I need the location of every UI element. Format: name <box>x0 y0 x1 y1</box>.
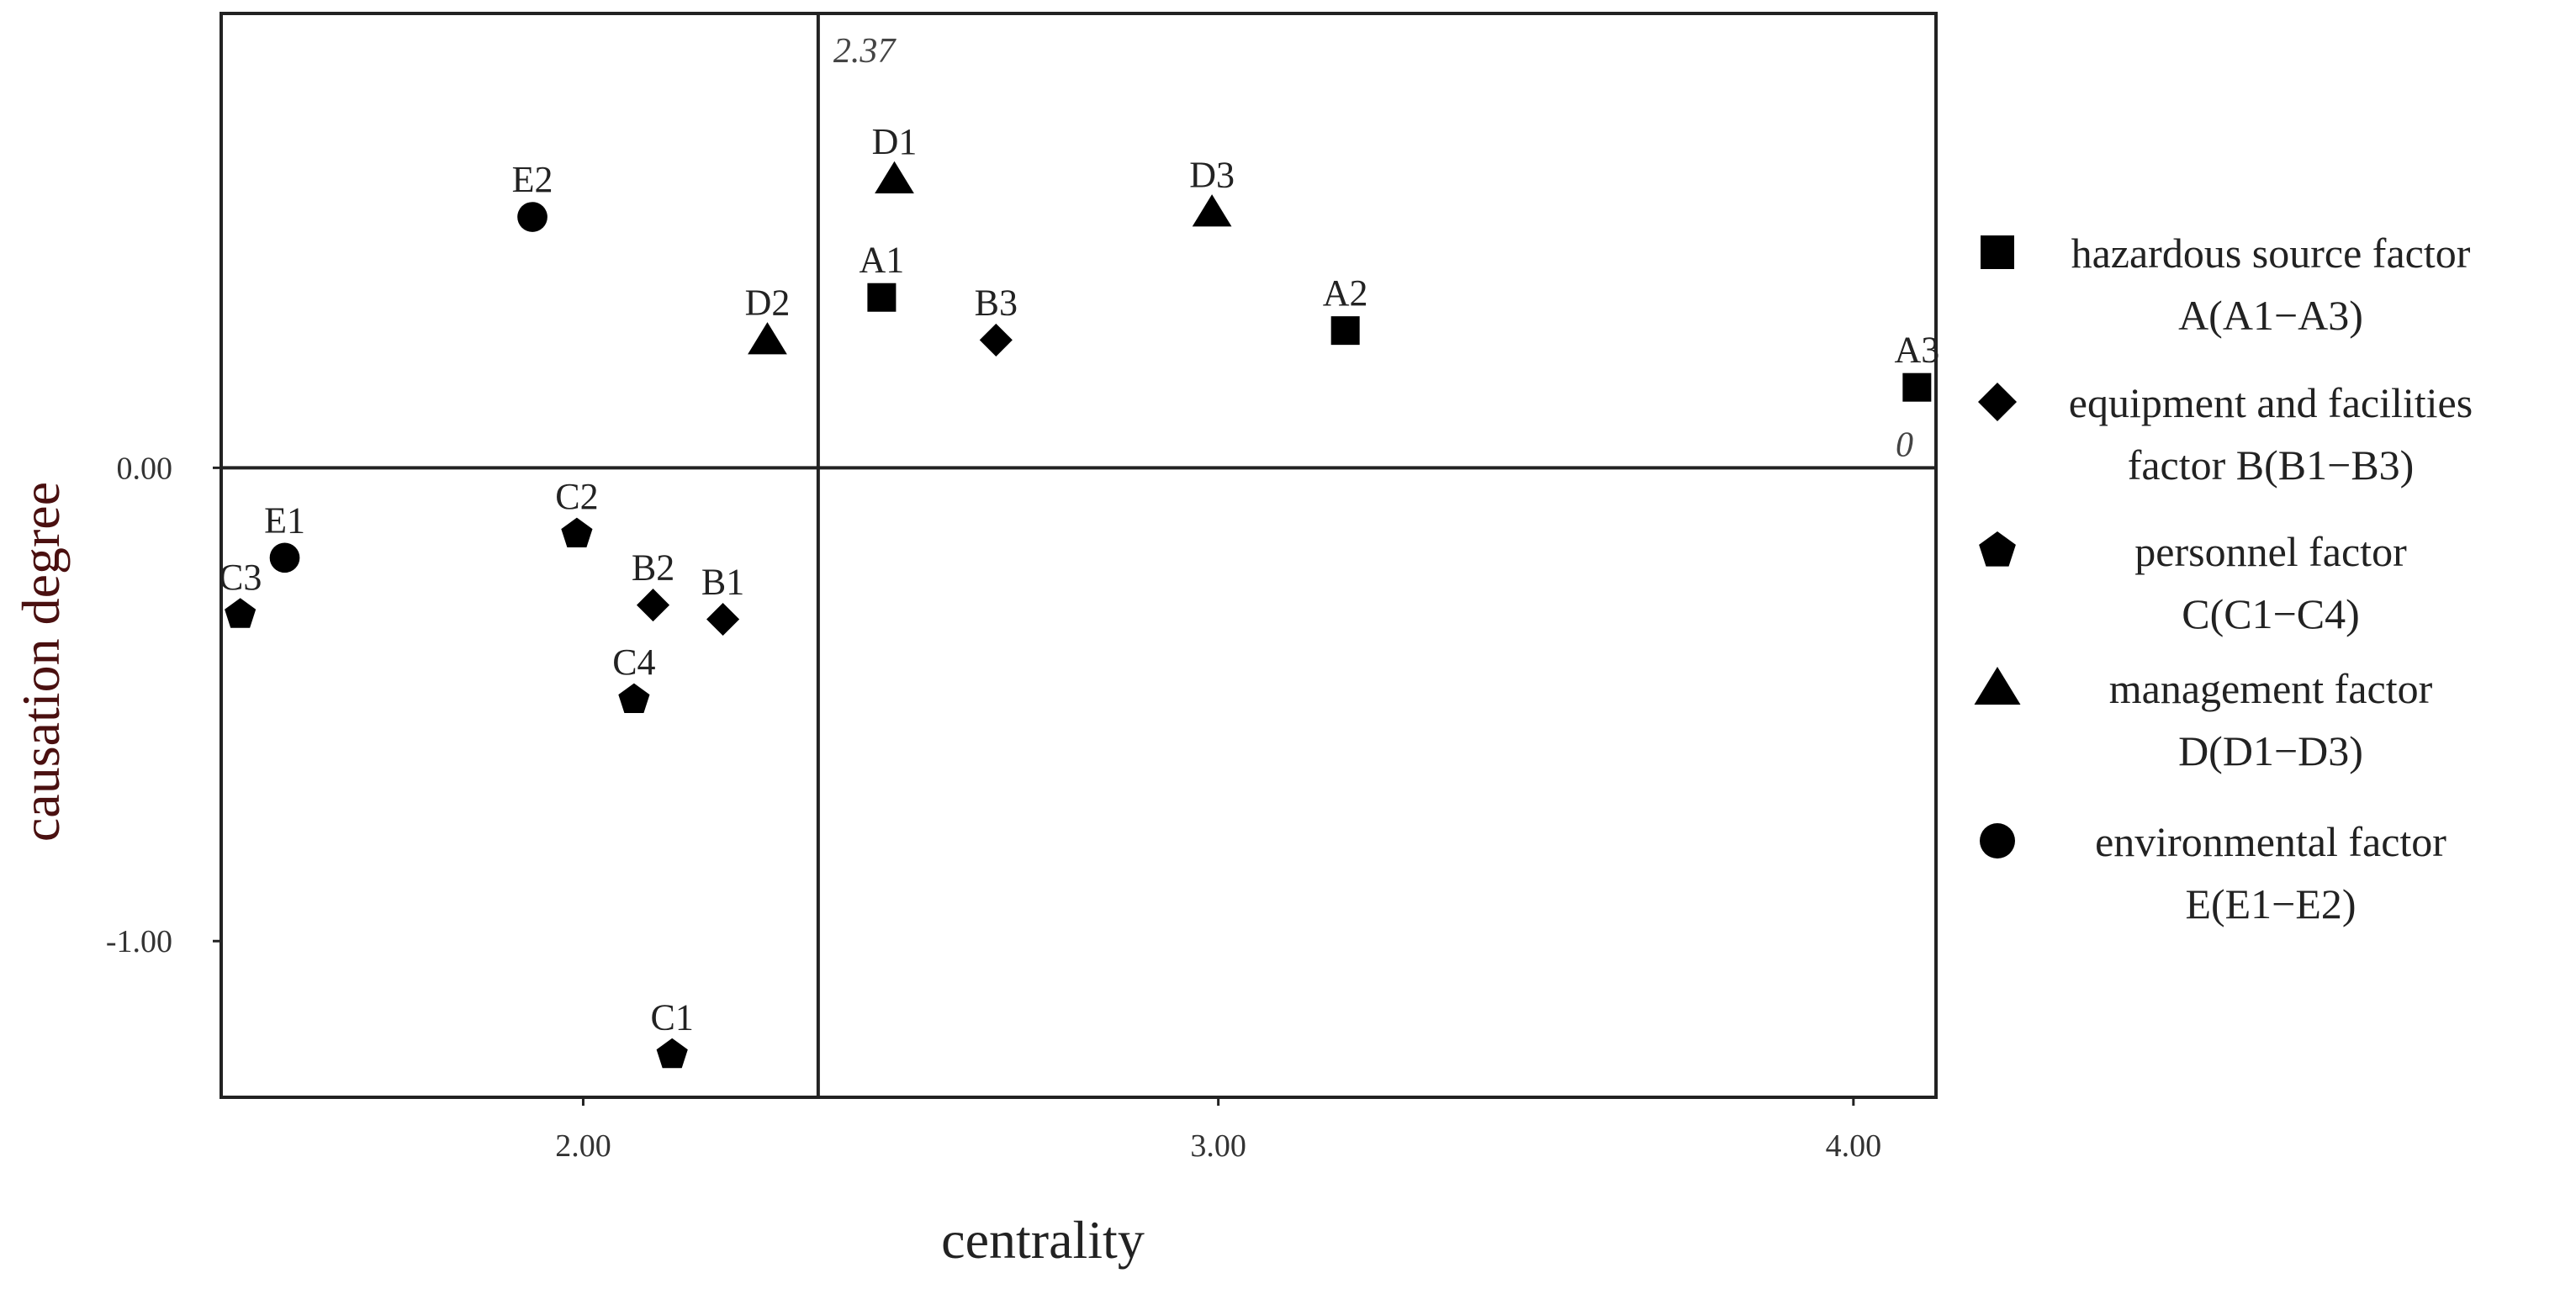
legend-marker-square <box>1981 235 2014 269</box>
data-label-b2: B2 <box>632 547 674 589</box>
reference-label-x: 2.37 <box>833 32 897 71</box>
data-label-c4: C4 <box>612 642 655 683</box>
data-label-c1: C1 <box>651 996 694 1038</box>
data-label-a3: A3 <box>1894 330 1939 371</box>
data-label-b1: B1 <box>701 561 744 602</box>
x-tick-label: 3.00 <box>1190 1128 1246 1164</box>
legend-label: personnel factor <box>2134 528 2407 575</box>
data-point-c4 <box>618 683 650 713</box>
data-label-a2: A2 <box>1323 272 1368 314</box>
data-point-e1 <box>269 542 300 573</box>
plot-frame <box>220 12 1938 1099</box>
legend-label: hazardous source factor <box>2071 230 2471 277</box>
data-label-c3: C3 <box>219 557 262 598</box>
data-point-a2 <box>1330 316 1360 346</box>
reference-label-y: 0 <box>1896 425 1913 464</box>
legend-label: management factor <box>2109 665 2433 712</box>
legend-label: A(A1−A3) <box>2178 292 2363 339</box>
axes: centrality causation degree <box>11 482 1145 1270</box>
data-point-c2 <box>561 517 593 547</box>
data-label-d1: D1 <box>872 121 918 162</box>
data-label-d2: D2 <box>745 282 791 323</box>
legend-label: factor B(B1−B3) <box>2128 441 2415 489</box>
data-point-a3 <box>1902 372 1932 402</box>
data-point-d1 <box>875 161 914 194</box>
x-tick-label: 2.00 <box>555 1128 611 1164</box>
data-point-a1 <box>867 283 897 312</box>
data-label-e1: E1 <box>264 499 305 541</box>
y-tick-label: 0.00 <box>117 451 173 486</box>
legend-label: C(C1−C4) <box>2182 590 2360 637</box>
data-point-b3 <box>979 323 1013 357</box>
y-tick-label: -1.00 <box>106 924 172 959</box>
plot-area: 2.37 0 2.00 3.00 4.00 0.00 -1.00 A1 A2 A3 B1 B2 B3 C1… <box>106 12 1939 1164</box>
x-tick-label: 4.00 <box>1826 1128 1882 1164</box>
y-axis-title: causation degree <box>11 482 71 842</box>
data-label-c2: C2 <box>555 476 598 517</box>
data-point-e2 <box>517 202 547 232</box>
legend-label: D(D1−D3) <box>2178 727 2363 774</box>
data-label-d3: D3 <box>1189 154 1235 195</box>
legend-marker-diamond <box>1978 383 2017 421</box>
legend-marker-pentagon <box>1979 531 2016 567</box>
data-point-b2 <box>636 589 670 622</box>
data-point-c3 <box>225 598 257 628</box>
x-axis-title: centrality <box>941 1210 1145 1270</box>
data-label-b3: B3 <box>975 282 1018 323</box>
data-point-c1 <box>656 1038 688 1069</box>
legend-label: environmental factor <box>2095 818 2446 865</box>
legend-label: equipment and facilities <box>2069 379 2473 426</box>
data-label-e2: E2 <box>512 159 553 200</box>
data-label-a1: A1 <box>860 240 905 281</box>
legend-marker-circle <box>1980 823 2015 858</box>
data-point-d2 <box>748 322 787 355</box>
legend: hazardous source factor A(A1−A3) equipment… <box>1974 230 2473 927</box>
legend-marker-triangle <box>1974 667 2021 705</box>
data-point-b1 <box>706 602 740 637</box>
legend-label: E(E1−E2) <box>2185 880 2356 927</box>
data-point-d3 <box>1192 194 1232 227</box>
